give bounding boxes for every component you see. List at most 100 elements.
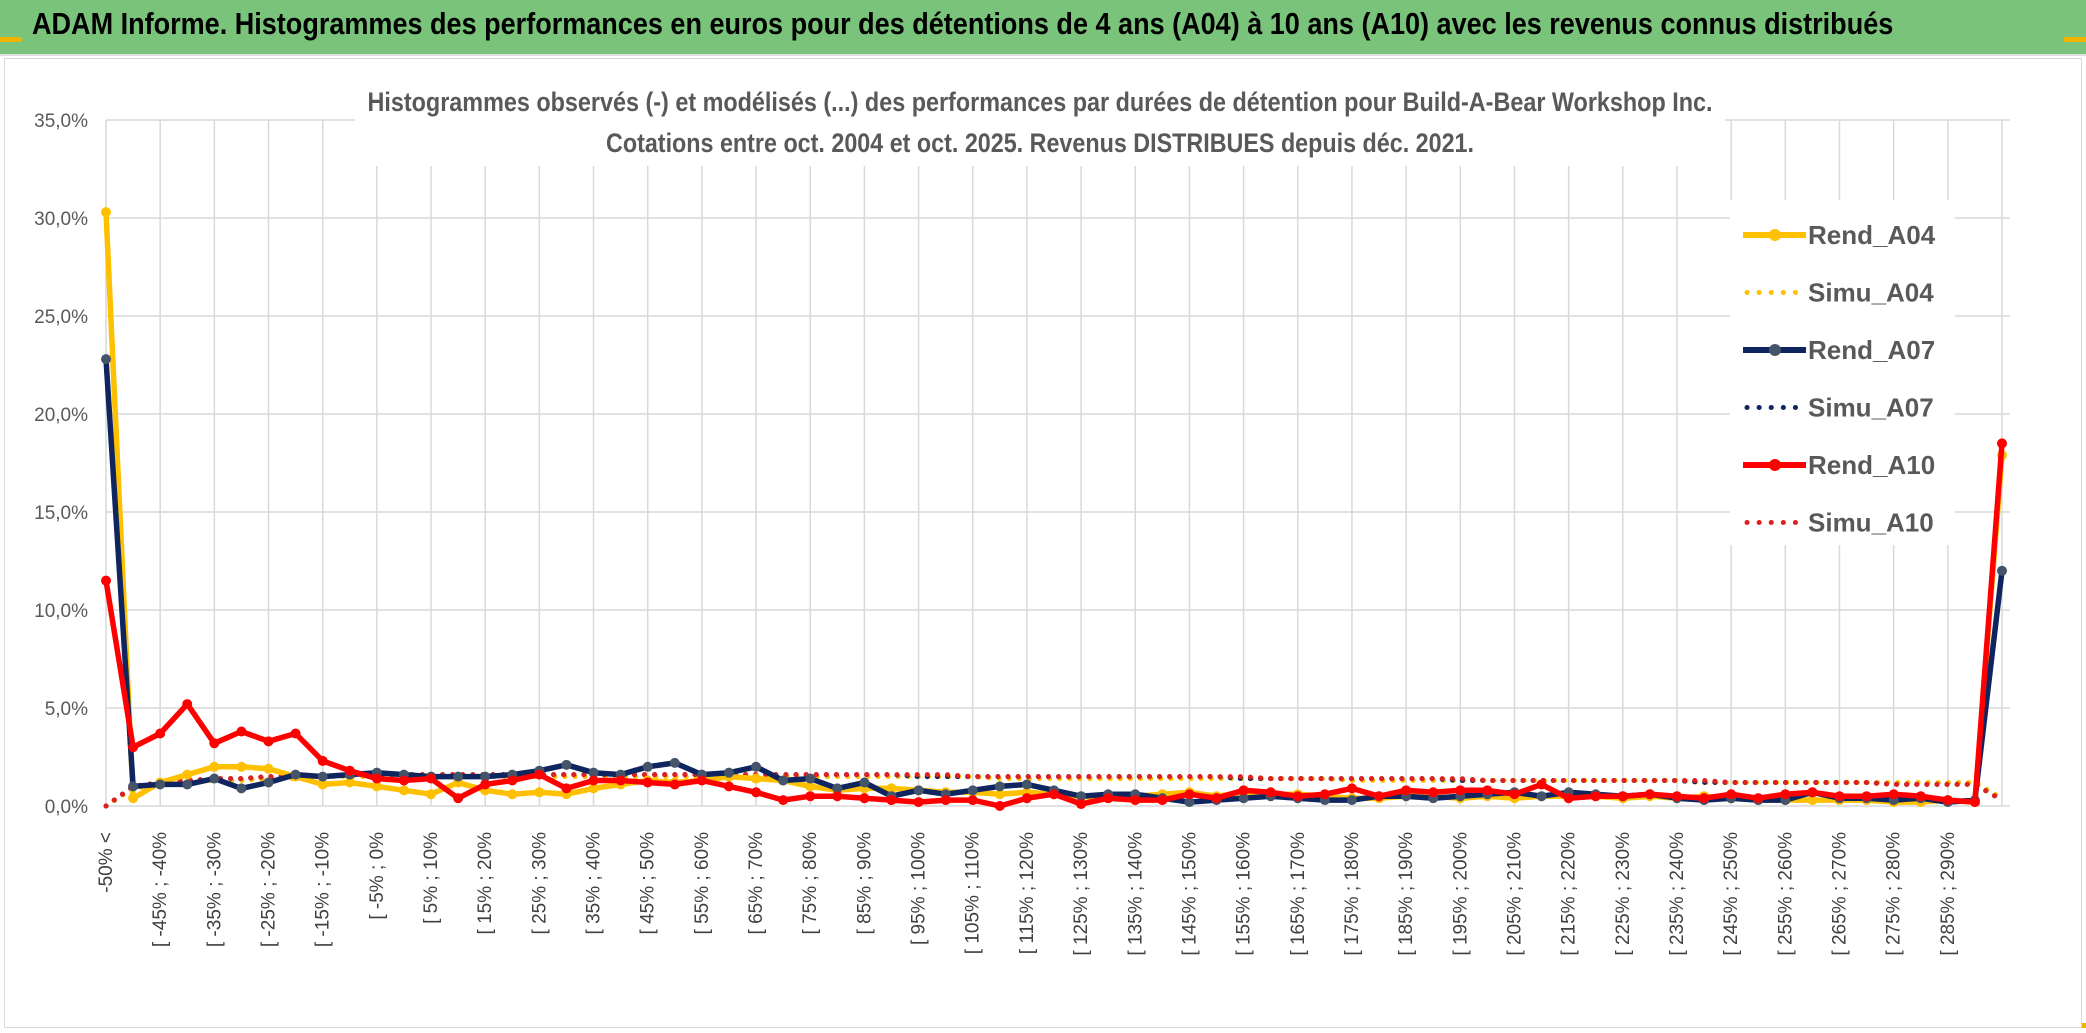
data-point-rend-a10 bbox=[994, 801, 1005, 811]
data-point-rend-a07 bbox=[1997, 565, 2007, 576]
chart-title-background bbox=[355, 80, 1725, 166]
data-point-rend-a07 bbox=[832, 783, 843, 794]
data-point-rend-a10 bbox=[696, 775, 707, 786]
data-point-rend-a07 bbox=[453, 771, 464, 782]
data-point-rend-a04 bbox=[507, 789, 518, 800]
data-point-rend-a04 bbox=[317, 779, 328, 790]
x-tick-label: [ 185% ; 190% bbox=[1396, 832, 1417, 956]
data-point-rend-a07 bbox=[723, 767, 734, 778]
series-lines bbox=[101, 207, 2007, 811]
data-point-rend-a10 bbox=[1644, 789, 1655, 800]
data-point-rend-a04 bbox=[588, 783, 599, 794]
y-tick-label: 10,0% bbox=[34, 601, 88, 622]
data-point-rend-a07 bbox=[588, 767, 599, 778]
data-point-rend-a04 bbox=[805, 781, 816, 792]
legend-item-rend-a04: Rend_A04 bbox=[1743, 220, 1936, 250]
legend-background bbox=[1730, 200, 1955, 545]
data-point-rend-a10 bbox=[1184, 789, 1195, 800]
data-point-rend-a10 bbox=[1509, 789, 1520, 800]
x-tick-label: [ 265% ; 270% bbox=[1829, 832, 1850, 956]
series-line-rend-a04 bbox=[103, 211, 2005, 805]
chart-title: Histogrammes observés (-) et modélisés (… bbox=[368, 87, 1713, 117]
y-tick-label: 5,0% bbox=[45, 699, 88, 720]
data-point-rend-a10 bbox=[1969, 797, 1980, 808]
data-point-rend-a04 bbox=[101, 207, 111, 218]
x-tick-label: [ 165% ; 170% bbox=[1288, 832, 1309, 956]
data-point-rend-a10 bbox=[398, 775, 409, 786]
data-point-rend-a04 bbox=[426, 789, 437, 800]
data-point-rend-a07 bbox=[1346, 795, 1357, 806]
x-tick-label: [ 215% ; 220% bbox=[1559, 832, 1580, 956]
legend-item-rend-a10: Rend_A10 bbox=[1743, 450, 1935, 480]
legend-item-simu-a10: Simu_A10 bbox=[1744, 508, 1934, 538]
data-point-rend-a07 bbox=[913, 785, 924, 796]
data-point-rend-a10 bbox=[128, 742, 139, 753]
x-tick-label: [ -25% ; -20% bbox=[259, 832, 280, 947]
data-point-rend-a10 bbox=[1888, 789, 1899, 800]
x-tick-label: [ 25% ; 30% bbox=[529, 832, 550, 935]
legend-label: Rend_A04 bbox=[1808, 220, 1936, 250]
legend-label: Simu_A07 bbox=[1808, 393, 1934, 423]
corner-mark-left bbox=[0, 37, 22, 42]
data-point-rend-a10 bbox=[1428, 787, 1439, 798]
data-point-rend-a10 bbox=[967, 795, 978, 806]
report-title: ADAM Informe. Histogrammes des performan… bbox=[32, 6, 1894, 41]
data-point-rend-a07 bbox=[669, 757, 680, 768]
data-point-rend-a10 bbox=[1834, 791, 1845, 802]
data-point-rend-a04 bbox=[1807, 795, 1818, 806]
data-point-rend-a10 bbox=[209, 738, 220, 749]
data-point-rend-a07 bbox=[967, 785, 978, 796]
data-point-rend-a10 bbox=[1401, 785, 1412, 796]
x-tick-label: [ 125% ; 130% bbox=[1071, 832, 1092, 956]
data-point-rend-a07 bbox=[290, 769, 301, 780]
data-point-rend-a07 bbox=[561, 759, 572, 770]
data-point-rend-a10 bbox=[615, 775, 626, 786]
data-point-rend-a04 bbox=[534, 787, 545, 798]
y-tick-label: 25,0% bbox=[34, 307, 88, 328]
data-point-rend-a10 bbox=[507, 775, 518, 786]
report-banner: ADAM Informe. Histogrammes des performan… bbox=[0, 0, 2086, 56]
data-point-rend-a07 bbox=[317, 771, 328, 782]
data-point-rend-a10 bbox=[371, 773, 382, 784]
legend-label: Simu_A10 bbox=[1808, 508, 1934, 538]
chart-title-block: Histogrammes observés (-) et modélisés (… bbox=[355, 80, 1725, 166]
data-point-rend-a07 bbox=[805, 773, 816, 784]
gridlines bbox=[105, 119, 2010, 807]
x-tick-label: [ 15% ; 20% bbox=[475, 832, 496, 935]
y-tick-label: 15,0% bbox=[34, 503, 88, 524]
y-tick-label: 20,0% bbox=[34, 405, 88, 426]
legend-item-rend-a07: Rend_A07 bbox=[1743, 335, 1935, 365]
data-point-rend-a10 bbox=[1563, 793, 1574, 804]
data-point-rend-a10 bbox=[1319, 789, 1330, 800]
y-tick-label: 35,0% bbox=[34, 111, 88, 132]
data-point-rend-a10 bbox=[1861, 791, 1872, 802]
data-point-rend-a10 bbox=[1292, 791, 1303, 802]
data-point-rend-a10 bbox=[1482, 785, 1493, 796]
data-point-rend-a10 bbox=[182, 699, 193, 710]
data-point-rend-a10 bbox=[317, 755, 328, 766]
data-point-rend-a04 bbox=[994, 789, 1005, 800]
x-tick-label: [ -5% ; 0% bbox=[367, 832, 388, 920]
data-point-rend-a10 bbox=[1157, 795, 1168, 806]
data-point-rend-a10 bbox=[1211, 793, 1222, 804]
data-point-rend-a04 bbox=[128, 793, 139, 804]
data-point-rend-a10 bbox=[263, 736, 274, 747]
data-point-rend-a07 bbox=[263, 777, 274, 788]
data-point-rend-a07 bbox=[101, 354, 111, 365]
data-point-rend-a10 bbox=[1780, 789, 1791, 800]
data-point-rend-a10 bbox=[859, 793, 870, 804]
data-point-rend-a10 bbox=[642, 777, 653, 788]
data-point-rend-a10 bbox=[1699, 793, 1710, 804]
legend-marker bbox=[1769, 459, 1781, 471]
x-tick-label: [ 235% ; 240% bbox=[1667, 832, 1688, 956]
data-point-rend-a10 bbox=[1238, 785, 1249, 796]
data-point-rend-a10 bbox=[805, 791, 816, 802]
data-point-rend-a10 bbox=[1265, 787, 1276, 798]
data-point-rend-a10 bbox=[1021, 793, 1032, 804]
data-point-rend-a10 bbox=[940, 795, 951, 806]
data-point-rend-a07 bbox=[751, 761, 762, 772]
x-tick-label: [ 5% ; 10% bbox=[421, 832, 442, 924]
data-point-rend-a10 bbox=[886, 795, 897, 806]
x-tick-label: [ -15% ; -10% bbox=[313, 832, 334, 947]
